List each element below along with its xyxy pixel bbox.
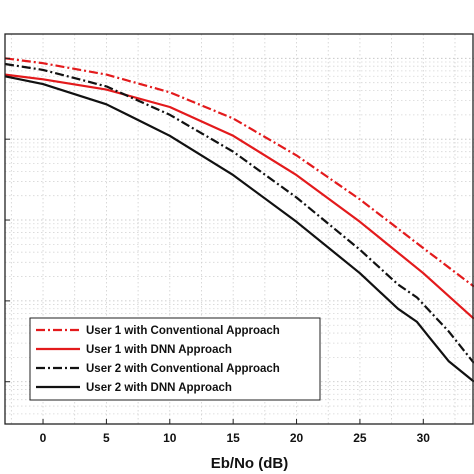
legend-label-2: User 1 with DNN Approach <box>86 344 232 356</box>
x-axis-label: Eb/No (dB) <box>211 455 288 472</box>
series-line-4 <box>4 75 474 383</box>
series-line-1 <box>4 57 474 288</box>
x-tick-label: 30 <box>417 431 431 445</box>
x-tick-label: 5 <box>103 431 110 445</box>
plot-frame <box>4 33 474 425</box>
legend-label-1: User 1 with Conventional Approach <box>86 325 280 337</box>
series-lines <box>4 57 474 383</box>
x-tick-label: 15 <box>226 431 240 445</box>
x-tick-labels: 0 5 10 15 20 25 30 <box>5 57 431 445</box>
x-tick-label: 0 <box>40 431 47 445</box>
x-tick-label: 25 <box>353 431 367 445</box>
legend: User 1 with Conventional Approach User 1 … <box>29 317 321 401</box>
x-tick-label: 20 <box>290 431 304 445</box>
legend-label-3: User 2 with Conventional Approach <box>86 363 280 375</box>
series-line-3 <box>4 62 474 364</box>
axes <box>4 33 474 425</box>
legend-label-4: User 2 with DNN Approach <box>86 382 232 394</box>
x-tick-label: 10 <box>163 431 177 445</box>
series-line-2 <box>4 73 474 320</box>
